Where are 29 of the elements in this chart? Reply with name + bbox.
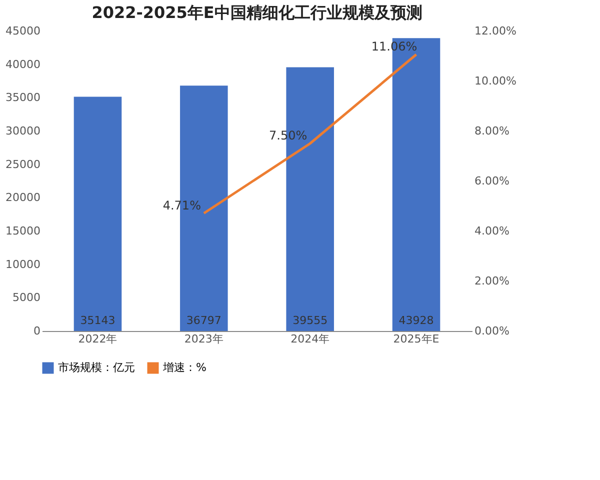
data-label: 36797 [186,314,222,327]
legend-label: 增速：% [162,361,206,374]
y-tick-label: 20000 [6,191,40,204]
x-tick-label: 2025年E [393,332,440,346]
x-tick-label: 2022年 [78,332,118,346]
y2-tick-label: 4.00% [474,224,510,238]
y-tick-label: 10000 [6,258,40,271]
y2-tick-label: 8.00% [474,124,510,138]
y2-tick-label: 6.00% [474,174,510,188]
legend-label: 市场规模：亿元 [58,361,135,374]
y2-tick-label: 0.00% [474,324,510,338]
chart-title: 2022-2025年E中国精细化工行业规模及预测 [92,3,422,22]
y-tick-label: 30000 [6,124,40,138]
data-label: 43928 [398,314,434,327]
data-label: 35143 [80,314,116,327]
data-label: 39555 [292,314,328,327]
y-tick-label: 35000 [6,91,40,104]
y2-tick-label: 10.00% [474,74,516,88]
y-tick-label: 25000 [6,158,40,171]
x-tick-label: 2023年 [184,332,224,346]
y-tick-label: 15000 [6,224,40,238]
y-tick-label: 0 [34,324,40,338]
y-tick-label: 5000 [12,291,40,304]
y2-tick-label: 2.00% [474,274,510,288]
bar [74,96,122,331]
y-tick-label: 45000 [6,24,40,38]
y2-tick-label: 12.00% [474,24,516,38]
y-tick-label: 40000 [6,58,40,71]
x-tick-label: 2024年 [290,332,330,346]
